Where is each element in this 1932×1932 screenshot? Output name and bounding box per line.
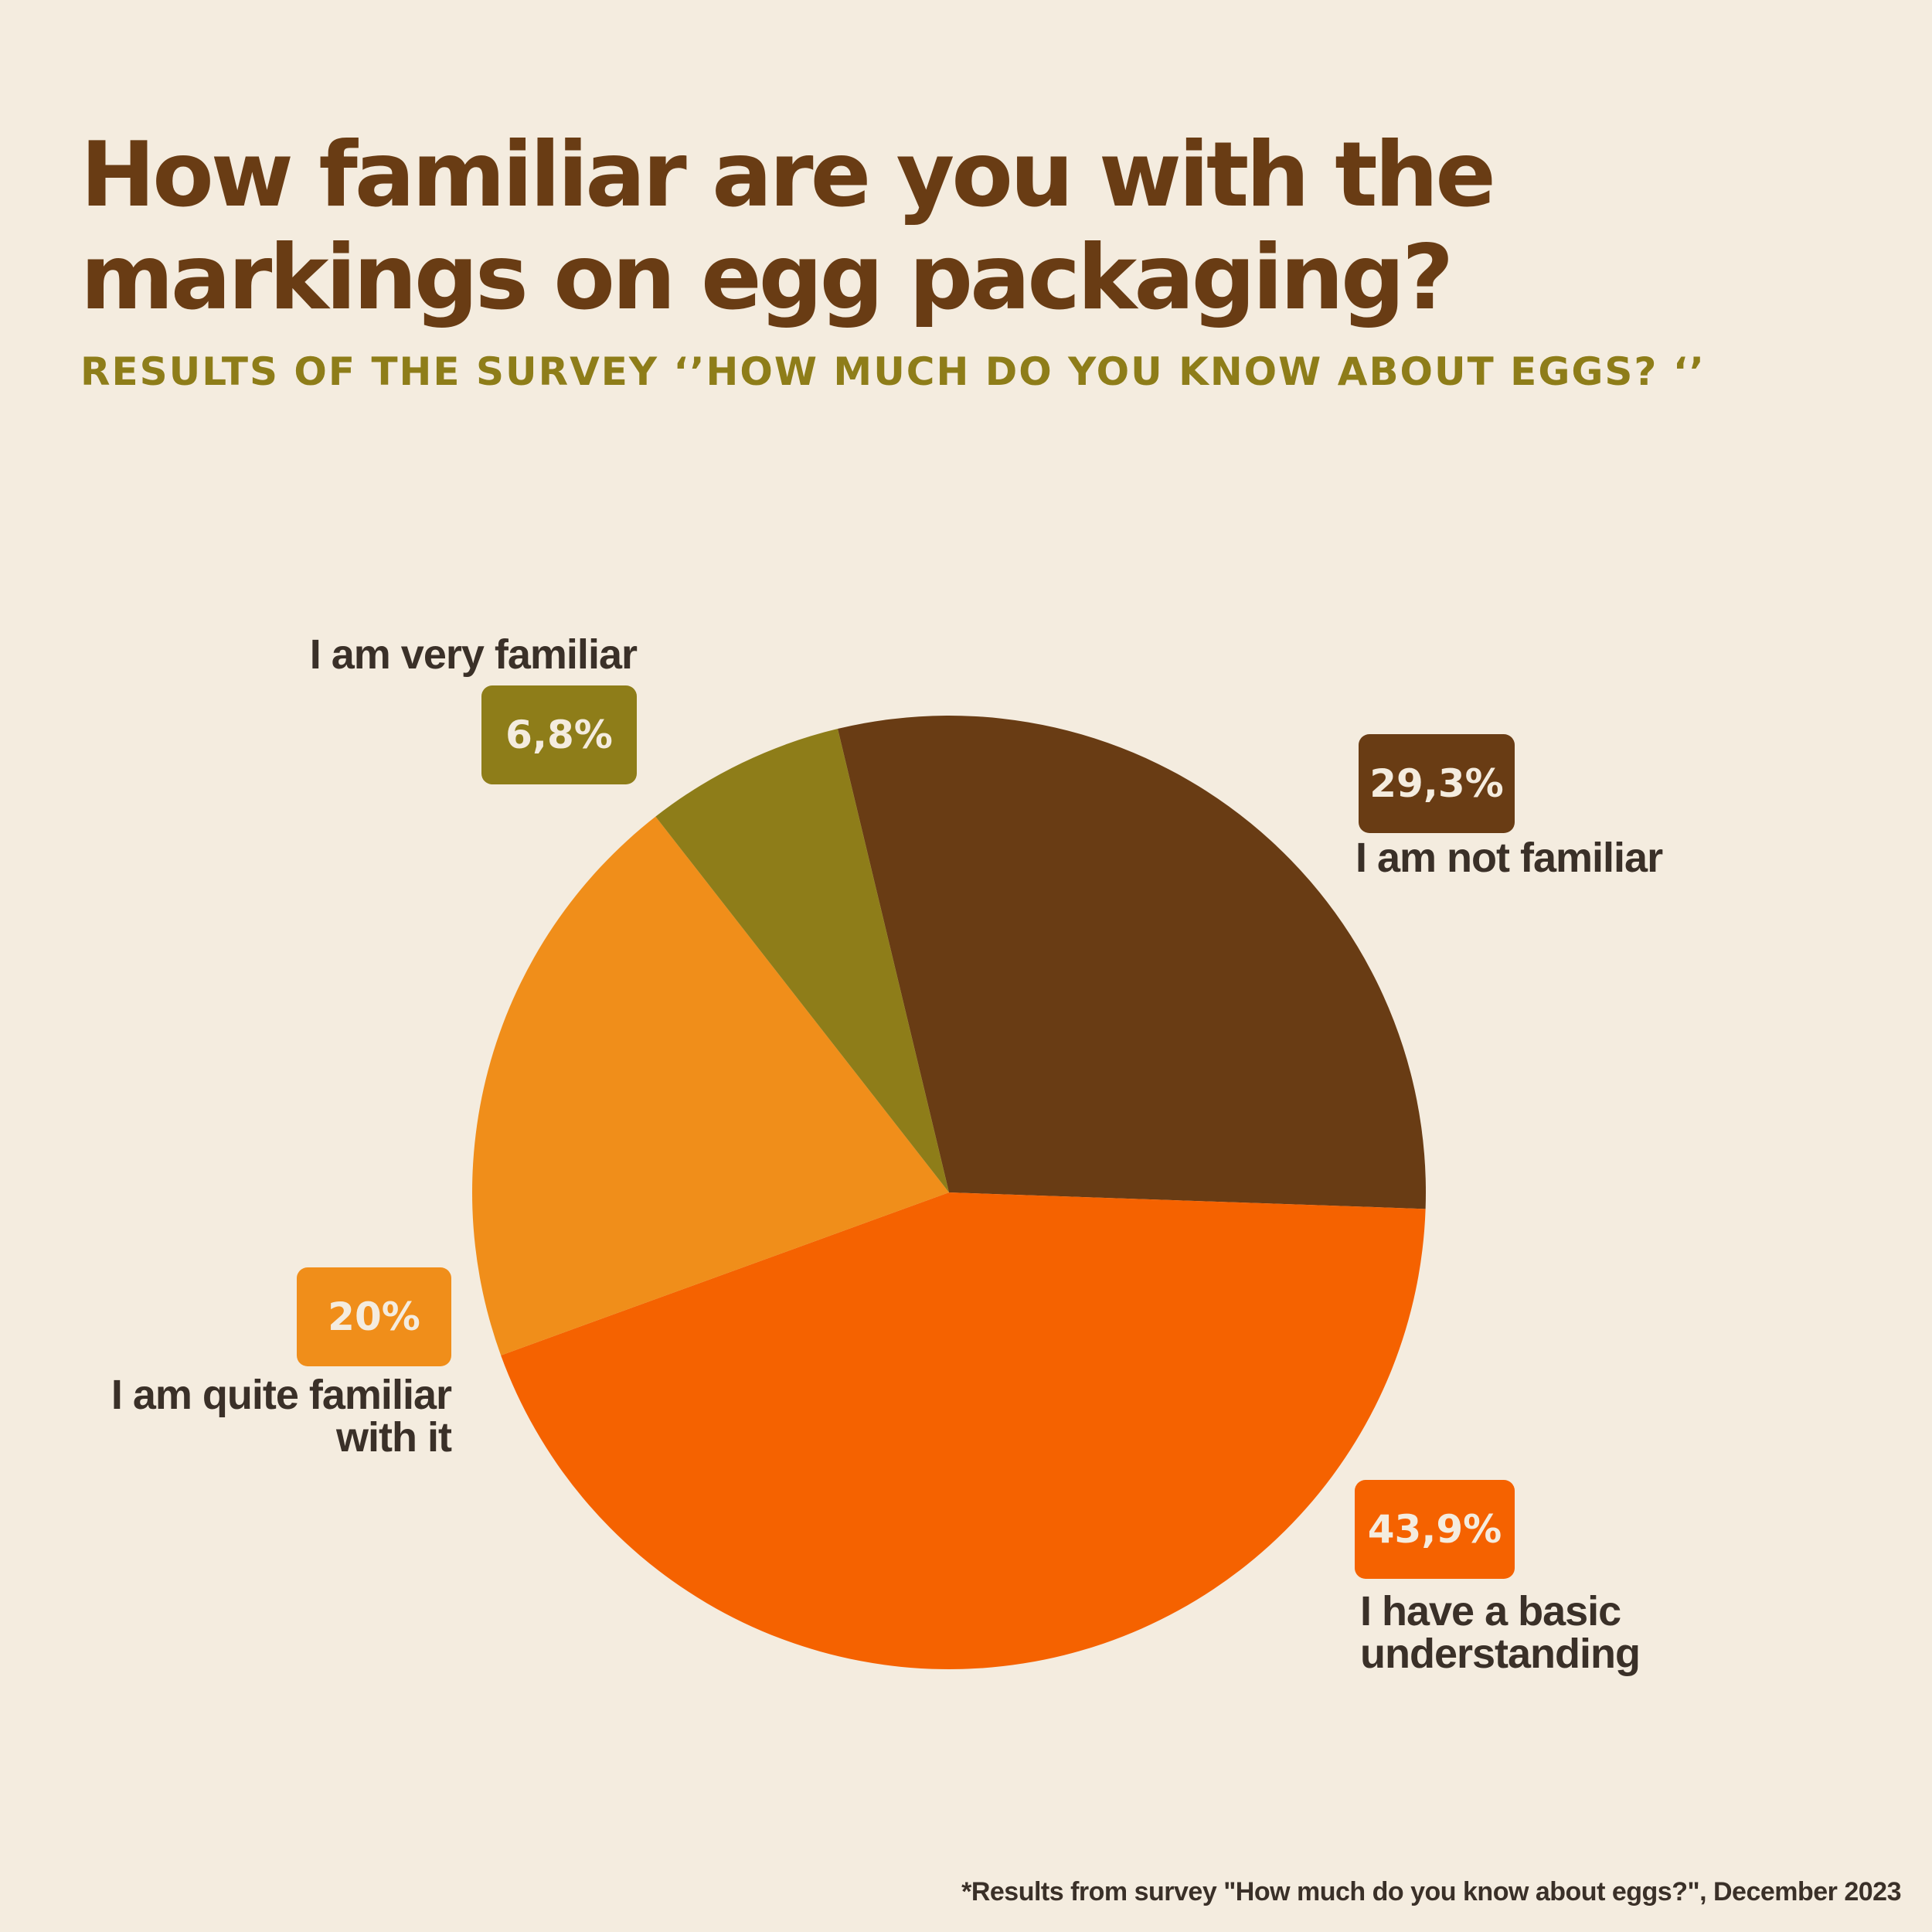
value-badge-not-familiar: 29,3% bbox=[1359, 734, 1515, 833]
chart-title: How familiar are you with the markings o… bbox=[80, 123, 1496, 331]
footnote: *Results from survey "How much do you kn… bbox=[961, 1877, 1901, 1906]
pie-slices bbox=[472, 715, 1426, 1669]
pie-slice-quite-familiar bbox=[472, 816, 949, 1355]
pie-slice-not-familiar bbox=[837, 715, 1426, 1209]
pie-slice-very-familiar bbox=[655, 729, 949, 1192]
chart-subtitle: RESULTS OF THE SURVEY ‘’HOW MUCH DO YOU … bbox=[80, 349, 1706, 394]
value-badge-very-familiar: 6,8% bbox=[481, 685, 637, 784]
pie-slice-basic-understanding bbox=[501, 1192, 1426, 1669]
slice-label-not-familiar: I am not familiar bbox=[1355, 835, 1663, 881]
slice-label-quite-familiar: I am quite familiar with it bbox=[111, 1372, 452, 1461]
slice-label-basic-understanding: I have a basic understanding bbox=[1360, 1588, 1641, 1678]
value-badge-quite-familiar: 20% bbox=[297, 1267, 451, 1366]
slice-label-very-familiar: I am very familiar bbox=[309, 631, 638, 678]
value-badge-basic-understanding: 43,9% bbox=[1355, 1480, 1515, 1579]
